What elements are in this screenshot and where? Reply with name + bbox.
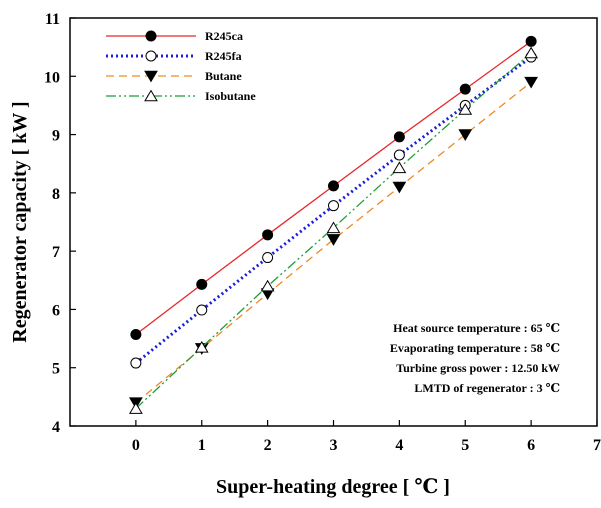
- y-tick-label: 9: [52, 128, 60, 145]
- series-isobutane: [129, 46, 538, 414]
- data-point: [326, 221, 341, 234]
- annotations: Heat source temperature : 65 ℃ Evaporatin…: [390, 321, 560, 395]
- series-layer: [129, 35, 538, 414]
- x-ticks: 0 1 2 3 4 5 6 7: [132, 420, 601, 454]
- data-point: [392, 161, 407, 174]
- data-point: [458, 103, 473, 115]
- y-axis-title: Regenerator capacity [ kW ]: [9, 101, 31, 342]
- x-tick-label: 1: [198, 437, 206, 454]
- y-tick-label: 10: [44, 69, 60, 86]
- annotation-line: LMTD of regenerator : 3 ℃: [414, 381, 560, 395]
- legend-item: R245fa: [106, 49, 242, 63]
- data-point: [459, 83, 471, 95]
- legend-label: Isobutane: [205, 89, 256, 103]
- data-point: [328, 200, 339, 212]
- y-tick-label: 7: [52, 244, 60, 261]
- y-ticks: 4 5 6 7 8 9 10 11: [44, 11, 76, 436]
- data-point: [262, 229, 274, 241]
- data-point: [524, 46, 538, 59]
- data-point: [129, 402, 143, 414]
- data-point: [393, 131, 405, 143]
- data-point: [525, 35, 537, 47]
- x-tick-label: 2: [264, 437, 272, 454]
- y-tick-label: 11: [45, 11, 60, 28]
- x-tick-label: 3: [330, 437, 338, 454]
- annotation-line: Evaporating temperature : 58 ℃: [390, 341, 560, 355]
- data-point: [196, 304, 208, 316]
- data-point: [260, 279, 275, 292]
- series-r245ca: [130, 35, 537, 340]
- x-tick-label: 6: [527, 437, 535, 454]
- y-tick-label: 5: [52, 361, 60, 378]
- data-point: [393, 149, 405, 161]
- x-axis-title: Super-heating degree [ ℃ ]: [216, 476, 450, 498]
- x-tick-label: 0: [132, 437, 140, 454]
- legend-item: Butane: [106, 69, 242, 83]
- legend-label: Butane: [205, 69, 242, 83]
- data-point: [326, 234, 341, 246]
- y-tick-label: 4: [52, 419, 60, 436]
- legend-label: R245ca: [205, 29, 243, 43]
- y-tick-label: 6: [52, 302, 60, 319]
- x-tick-label: 7: [593, 437, 601, 454]
- data-point: [196, 278, 208, 290]
- data-point: [130, 328, 142, 340]
- data-point: [524, 76, 538, 89]
- legend-marker: [145, 50, 157, 62]
- annotation-line: Heat source temperature : 65 ℃: [393, 321, 560, 335]
- data-point: [262, 252, 274, 264]
- legend-item: R245ca: [106, 29, 243, 43]
- data-point: [328, 180, 339, 192]
- legend-label: R245fa: [205, 49, 242, 63]
- legend-marker: [145, 30, 157, 42]
- data-point: [194, 340, 209, 353]
- legend: R245ca R245fa Butane Isobutane: [106, 29, 256, 103]
- data-point: [130, 357, 142, 369]
- data-point: [458, 129, 473, 141]
- data-point: [392, 181, 407, 194]
- legend-marker: [144, 89, 158, 102]
- legend-item: Isobutane: [106, 89, 256, 103]
- x-tick-label: 4: [395, 437, 403, 454]
- x-tick-label: 5: [461, 437, 469, 454]
- annotation-line: Turbine gross power : 12.50 kW: [396, 361, 560, 375]
- legend-marker: [144, 70, 158, 83]
- y-tick-label: 8: [52, 186, 60, 203]
